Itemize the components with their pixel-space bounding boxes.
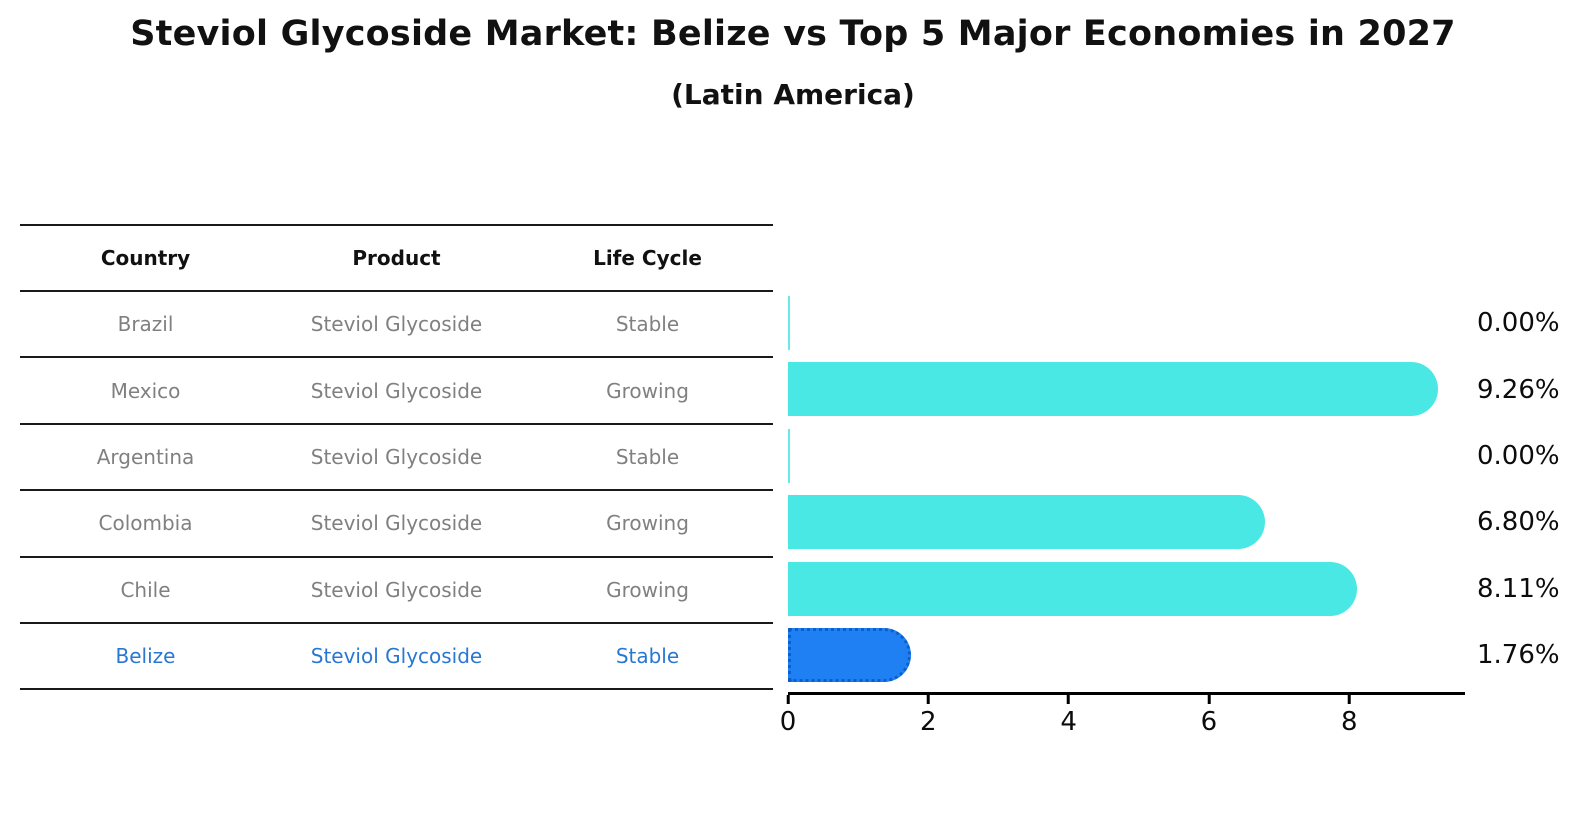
column-header-product: Product [352,246,441,270]
bar-brazil [788,296,790,350]
chart-title: Steviol Glycoside Market: Belize vs Top … [130,14,1456,54]
cell-product: Steviol Glycoside [310,312,483,337]
x-tick-2: 2 [920,695,937,737]
column-header-life-cycle: Life Cycle [593,246,702,270]
cell-product: Steviol Glycoside [310,378,483,403]
cell-life-cycle: Stable [615,312,680,337]
bar-chile [788,561,1357,616]
cell-country: Argentina [96,444,195,469]
country-table: Country Product Life Cycle Brazil Stevio… [20,224,773,691]
bar-colombia [788,495,1266,550]
bar-mexico [788,362,1438,417]
value-label-belize: 1.76% [1477,640,1560,671]
table-row-belize: Belize Steviol Glycoside Stable [20,624,773,691]
cell-product: Steviol Glycoside [310,644,483,669]
tick-label: 8 [1340,707,1358,737]
bar-row-colombia [788,489,1465,555]
table-row-chile: Chile Steviol Glycoside Growing [20,558,773,624]
x-tick-4: 4 [1060,695,1077,737]
table-row-colombia: Colombia Steviol Glycoside Growing [20,491,773,558]
tick-label: 6 [1200,707,1218,737]
value-label-brazil: 0.00% [1477,308,1560,339]
value-label-column: 0.00% 9.26% 0.00% 6.80% 8.11% 1.76% [1477,290,1577,688]
table-header-row: Country Product Life Cycle [20,226,773,292]
value-label-argentina: 0.00% [1477,440,1560,471]
cell-product: Steviol Glycoside [310,511,483,536]
cell-life-cycle: Stable [615,644,680,669]
table-row-mexico: Mexico Steviol Glycoside Growing [20,358,773,425]
cell-life-cycle: Growing [606,577,689,602]
cell-country: Chile [120,577,171,602]
bar-belize [788,627,912,682]
chart-subtitle: (Latin America) [671,78,915,111]
cell-country: Colombia [98,511,193,536]
tick-mark [926,695,930,704]
tick-mark [1067,695,1071,704]
x-tick-8: 8 [1341,695,1358,737]
bar-argentina [788,428,790,483]
cell-life-cycle: Growing [606,378,689,403]
x-axis-line [788,692,1465,695]
cell-country: Brazil [117,312,174,337]
tick-label: 4 [1060,707,1077,737]
tick-label: 2 [920,707,937,737]
bar-row-argentina [788,423,1465,489]
tick-mark [1347,695,1351,704]
tick-label: 0 [779,707,797,737]
cell-product: Steviol Glycoside [310,444,483,469]
x-tick-0: 0 [779,695,797,737]
x-tick-6: 6 [1200,695,1218,737]
bar-row-mexico [788,356,1465,422]
column-header-country: Country [100,246,191,270]
tick-mark [786,695,790,704]
bar-row-chile [788,556,1465,622]
cell-life-cycle: Growing [606,511,689,536]
cell-life-cycle: Stable [615,444,680,469]
bar-row-brazil [788,290,1465,356]
cell-product: Steviol Glycoside [310,577,483,602]
bar-row-belize [788,622,1465,688]
cell-country: Belize [115,644,176,669]
table-row-argentina: Argentina Steviol Glycoside Stable [20,425,773,492]
cell-country: Mexico [110,378,181,403]
value-label-mexico: 9.26% [1477,374,1560,405]
tick-mark [1207,695,1211,704]
bar-plot-area [788,290,1465,689]
table-row-brazil: Brazil Steviol Glycoside Stable [20,292,773,359]
x-axis-ticks: 0 2 4 6 8 [780,695,1465,745]
value-label-chile: 8.11% [1477,573,1560,604]
value-label-colombia: 6.80% [1477,507,1560,538]
